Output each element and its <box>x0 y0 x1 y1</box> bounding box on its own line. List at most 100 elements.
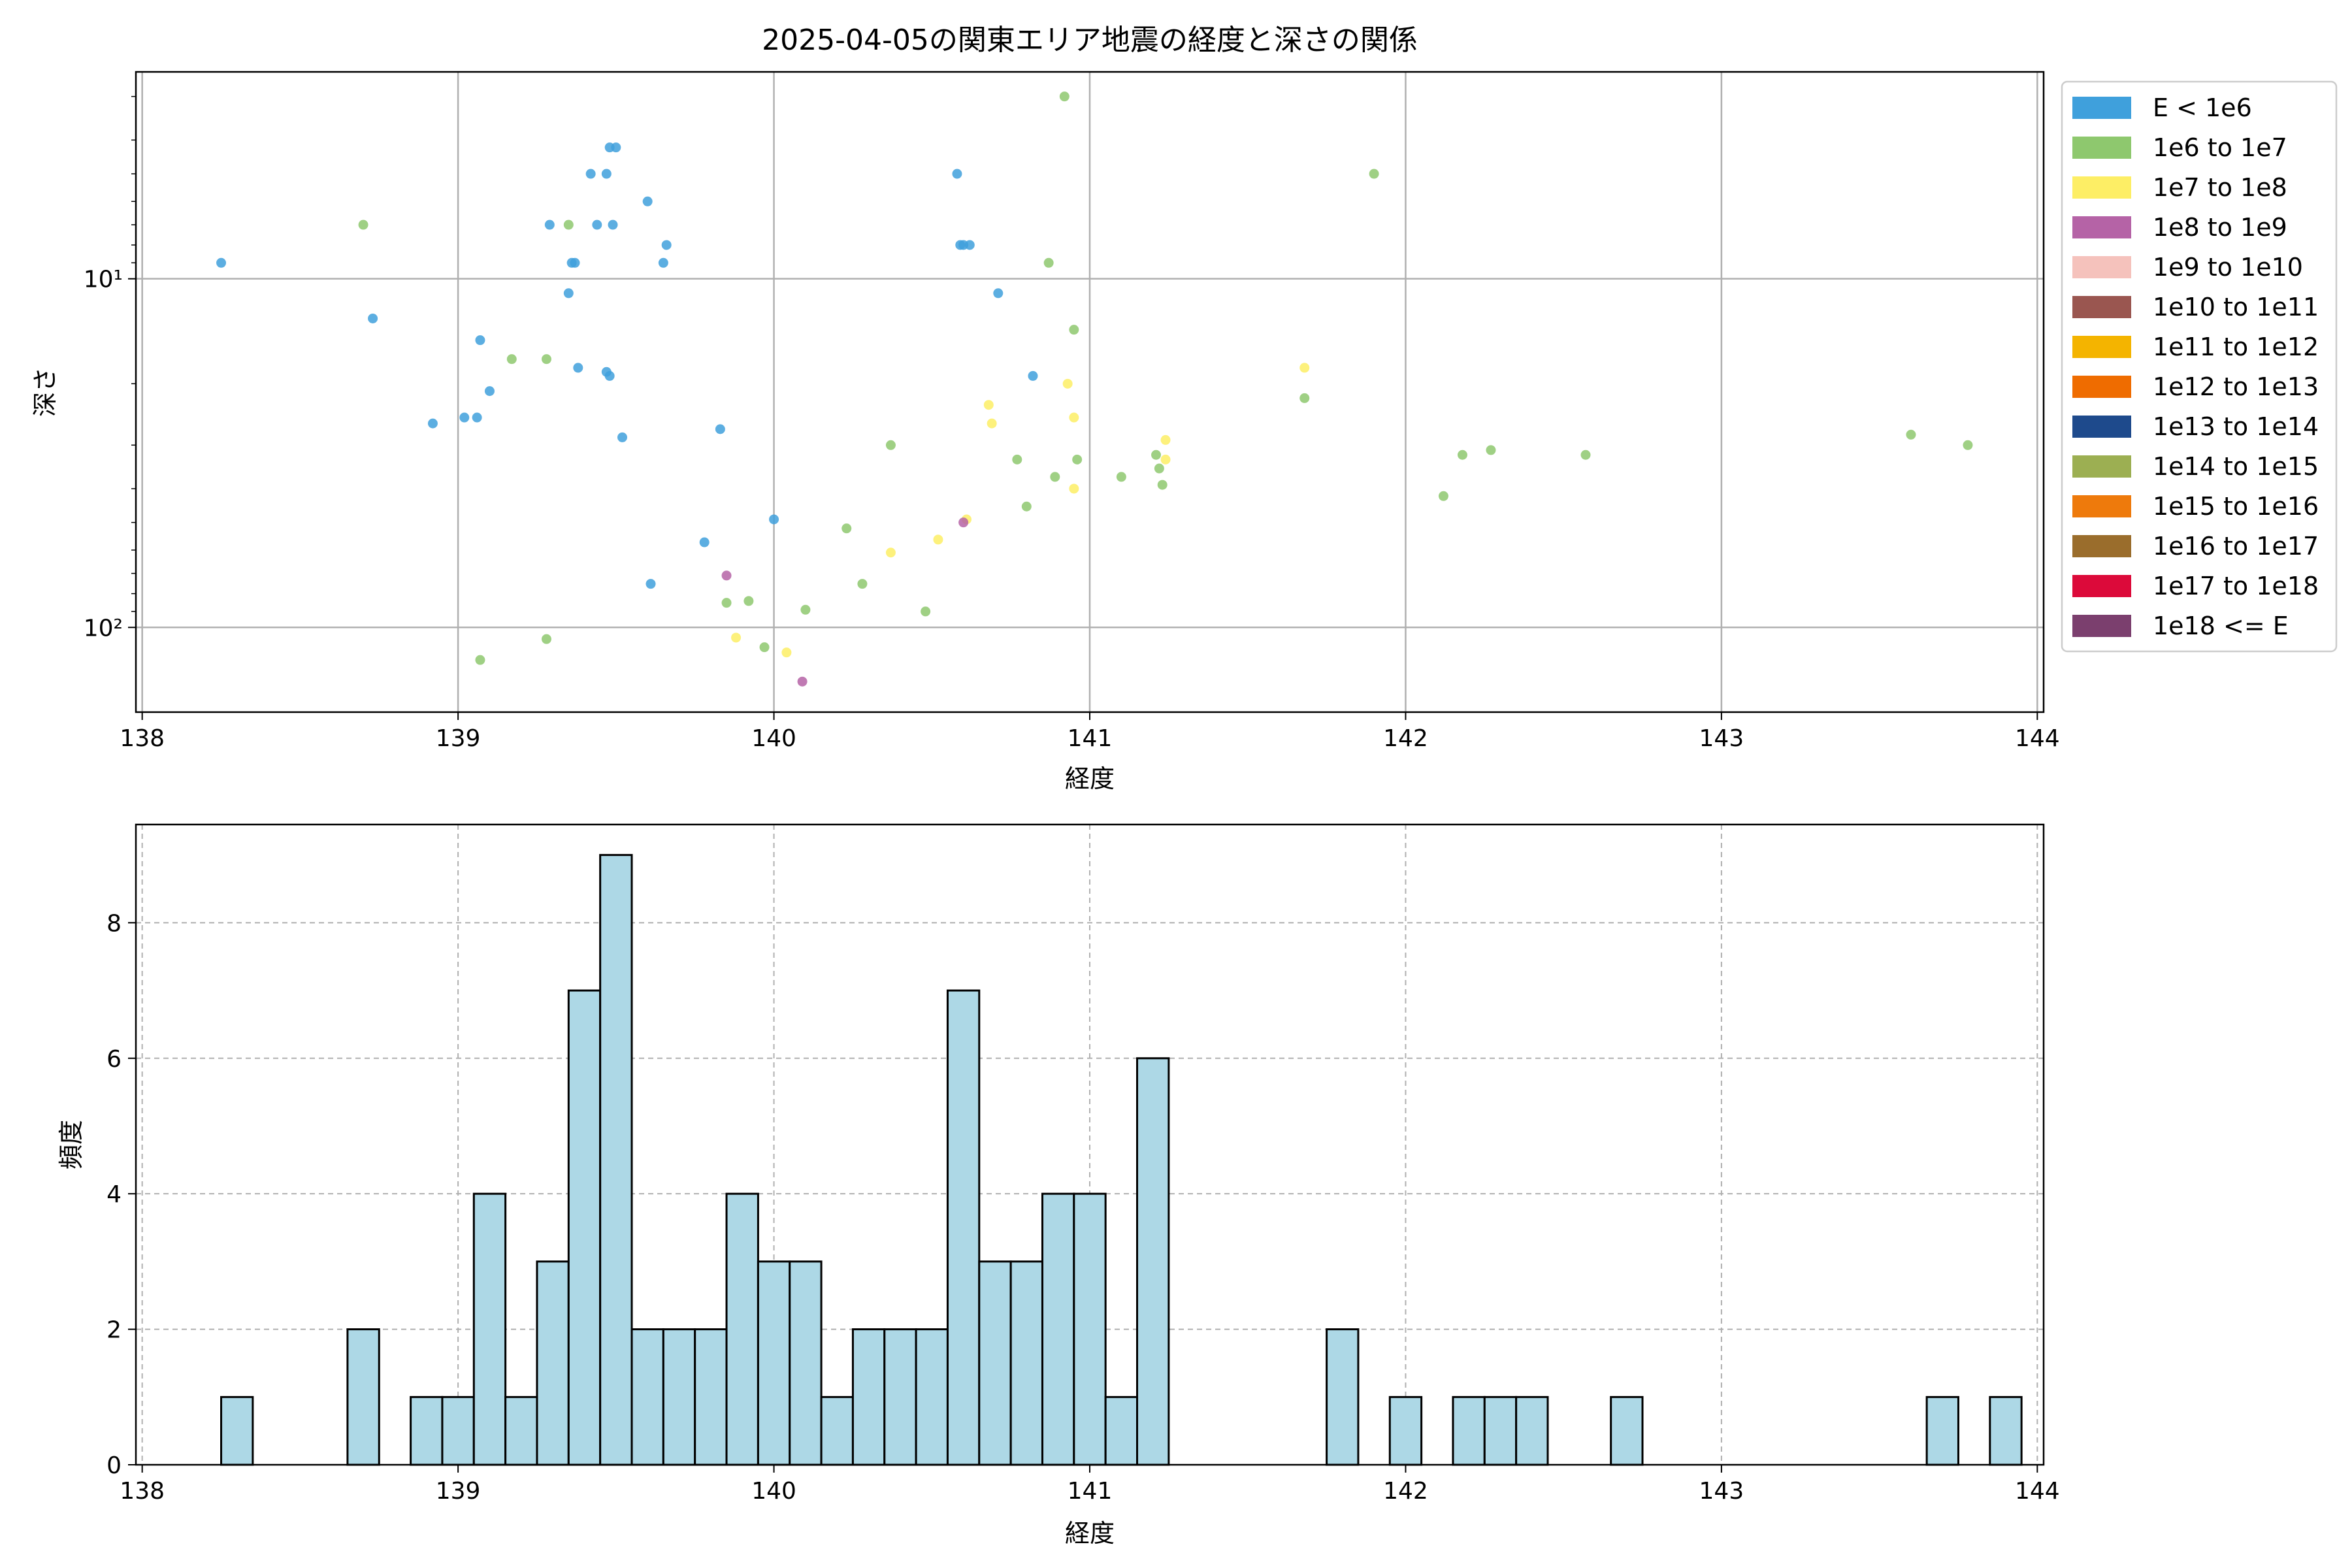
scatter-point <box>1580 449 1591 460</box>
legend-swatch <box>2072 535 2131 557</box>
legend-swatch <box>2072 376 2131 398</box>
scatter-point <box>964 240 975 250</box>
scatter-point <box>1299 363 1310 373</box>
legend-swatch <box>2072 336 2131 358</box>
scatter-point <box>769 514 779 525</box>
histogram-x-tick-label: 143 <box>1699 1478 1744 1505</box>
scatter-point <box>1028 370 1038 381</box>
legend-label: 1e13 to 1e14 <box>2153 412 2319 441</box>
histogram-bar <box>536 1260 570 1466</box>
scatter-point <box>721 598 732 608</box>
scatter-point <box>1157 480 1168 490</box>
histogram-bar <box>567 989 602 1466</box>
scatter-point <box>1069 483 1079 494</box>
scatter-point <box>601 169 612 179</box>
scatter-point <box>216 257 227 268</box>
scatter-x-tick-label: 139 <box>436 725 481 752</box>
scatter-point <box>475 655 485 665</box>
scatter-point <box>841 523 852 534</box>
scatter-point <box>604 370 615 381</box>
scatter-point <box>459 412 470 423</box>
scatter-point <box>506 354 517 365</box>
scatter-point <box>427 418 438 429</box>
scatter-point <box>541 354 551 365</box>
scatter-title: 2025-04-05の関東エリア地震の経度と深さの関係 <box>762 24 1418 57</box>
histogram-y-tick-label: 6 <box>106 1046 122 1073</box>
histogram-bar <box>851 1328 886 1466</box>
scatter-gridlines <box>136 72 2044 712</box>
histogram-y-tick-label: 4 <box>106 1181 122 1208</box>
histogram-y-tick-label: 2 <box>106 1317 122 1344</box>
scatter-point <box>475 335 485 346</box>
scatter-point <box>358 220 368 230</box>
scatter-point <box>721 570 732 581</box>
scatter-y-tick-label: 10¹ <box>84 267 123 293</box>
scatter-x-axis-label: 経度 <box>1065 764 1115 793</box>
legend-swatch <box>2072 575 2131 597</box>
scatter-point <box>563 288 574 299</box>
scatter-points <box>216 91 1973 687</box>
histogram-bar <box>1388 1396 1423 1466</box>
scatter-point <box>983 400 994 410</box>
scatter-point <box>797 676 808 687</box>
scatter-point <box>781 647 792 658</box>
scatter-point <box>715 424 725 434</box>
histogram-bar <box>472 1192 507 1466</box>
scatter-point <box>1438 491 1448 501</box>
legend-label: 1e8 to 1e9 <box>2153 213 2287 242</box>
histogram-plot-frame <box>135 823 2045 1466</box>
scatter-point <box>1059 91 1070 102</box>
histogram-bar <box>1610 1396 1644 1466</box>
histogram-bar <box>1452 1396 1486 1466</box>
histogram-bar <box>346 1328 380 1466</box>
scatter-point <box>885 547 896 558</box>
legend-label: 1e15 to 1e16 <box>2153 492 2319 521</box>
scatter-point <box>592 220 602 230</box>
scatter-point <box>585 169 596 179</box>
legend-swatch <box>2072 176 2131 199</box>
histogram-y-axis-label: 頻度 <box>57 1120 86 1169</box>
legend-swatch <box>2072 455 2131 478</box>
histogram-bar <box>504 1396 538 1466</box>
histogram-bar <box>915 1328 949 1466</box>
histogram-bar <box>946 989 981 1466</box>
scatter-x-tick-label: 144 <box>2015 725 2060 752</box>
legend-swatch <box>2072 256 2131 278</box>
scatter-point <box>800 604 811 615</box>
histogram-bar <box>1989 1396 2023 1466</box>
histogram-bar <box>1041 1192 1075 1466</box>
scatter-point <box>484 386 495 397</box>
scatter-chart: 2025-04-05の関東エリア地震の経度と深さの関係 138 139 140 141… <box>31 24 2338 793</box>
histogram-bar <box>441 1396 475 1466</box>
legend-swatch <box>2072 97 2131 119</box>
scatter-point <box>759 642 770 653</box>
legend-label: 1e11 to 1e12 <box>2153 333 2319 361</box>
histogram-bar <box>662 1328 696 1466</box>
legend-swatch <box>2072 495 2131 517</box>
histogram-bar <box>410 1396 444 1466</box>
legend-label: 1e6 to 1e7 <box>2153 133 2287 162</box>
legend-label: 1e9 to 1e10 <box>2153 253 2303 282</box>
legend-label: 1e10 to 1e11 <box>2153 293 2319 321</box>
scatter-point <box>1160 454 1171 465</box>
histogram-bars <box>220 854 2023 1466</box>
scatter-point <box>1369 169 1379 179</box>
legend-label: 1e7 to 1e8 <box>2153 173 2287 202</box>
histogram-bar <box>694 1328 728 1466</box>
histogram-bar <box>1136 1057 1170 1466</box>
scatter-point <box>544 220 555 230</box>
legend-swatch <box>2072 615 2131 637</box>
scatter-point <box>1906 429 1916 440</box>
histogram-bar <box>757 1260 791 1466</box>
histogram-bar <box>630 1328 664 1466</box>
histogram-bar <box>1515 1396 1549 1466</box>
scatter-x-tick-label: 143 <box>1699 725 1744 752</box>
histogram-x-axis-label: 経度 <box>1065 1519 1115 1548</box>
histogram-y-tick-label: 8 <box>106 910 122 937</box>
histogram-bar <box>1009 1260 1043 1466</box>
scatter-point <box>1299 393 1310 403</box>
scatter-point <box>1160 434 1171 445</box>
histogram-x-tick-label: 138 <box>120 1478 165 1505</box>
scatter-plot-frame <box>135 71 2045 713</box>
scatter-point <box>1043 257 1054 268</box>
